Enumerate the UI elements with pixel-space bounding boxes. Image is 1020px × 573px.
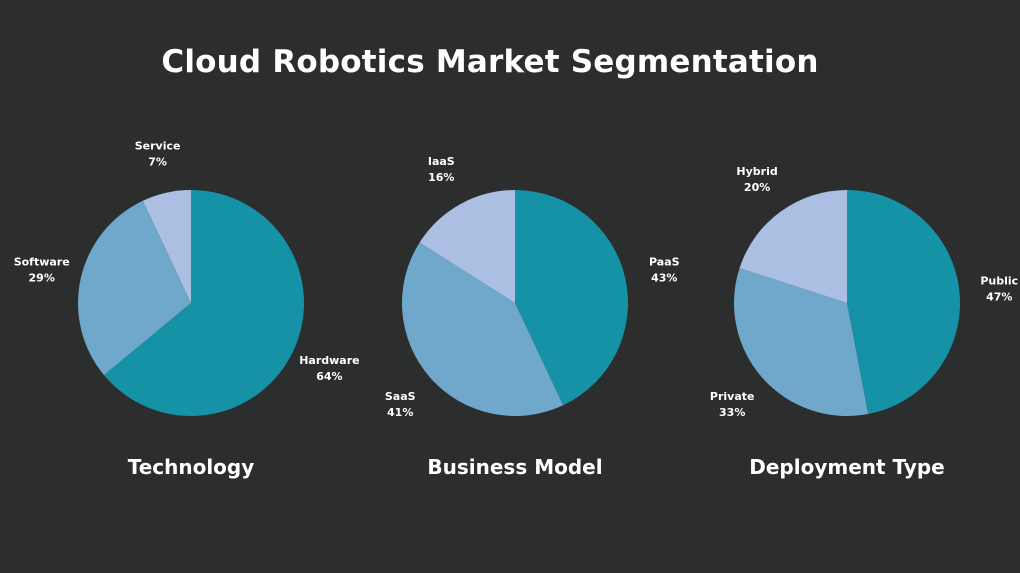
slice-label-private: Private 33% — [710, 390, 755, 419]
chart-title-0: Technology — [128, 455, 255, 479]
pie-chart-0: Hardware 64% Software 29% Service 7% Technolog… — [14, 140, 360, 479]
slice-label-saas: SaaS 41% — [385, 390, 416, 419]
pie-chart-2: Public 47% Private 33% Hybrid 20% Deployment T… — [710, 165, 1018, 479]
pie-slice-hardware — [103, 190, 304, 417]
pie-slice-paas — [515, 190, 629, 406]
slice-label-software: Software 29% — [14, 256, 70, 285]
slice-label-public: Public 47% — [980, 275, 1018, 304]
pie-slice-iaas — [419, 190, 515, 303]
pie-slice-service — [142, 190, 191, 303]
pie-chart-1: PaaS 43% SaaS 41% IaaS 16% Business Model — [385, 155, 680, 479]
pie-slice-private — [733, 268, 869, 417]
pie-slice-saas — [401, 242, 564, 417]
pie-slice-public — [847, 190, 961, 414]
slice-label-hardware: Hardware 64% — [299, 354, 359, 383]
slice-label-hybrid: Hybrid 20% — [736, 165, 777, 194]
chart-title-1: Business Model — [427, 455, 602, 479]
pie-slice-software — [77, 200, 191, 376]
slice-label-paas: PaaS 43% — [649, 256, 680, 285]
page-title: Cloud Robotics Market Segmentation — [161, 44, 819, 80]
pie-slice-hybrid — [739, 190, 847, 303]
slice-label-iaas: IaaS 16% — [428, 155, 455, 184]
slice-label-service: Service 7% — [135, 140, 181, 169]
chart-title-2: Deployment Type — [749, 455, 944, 479]
